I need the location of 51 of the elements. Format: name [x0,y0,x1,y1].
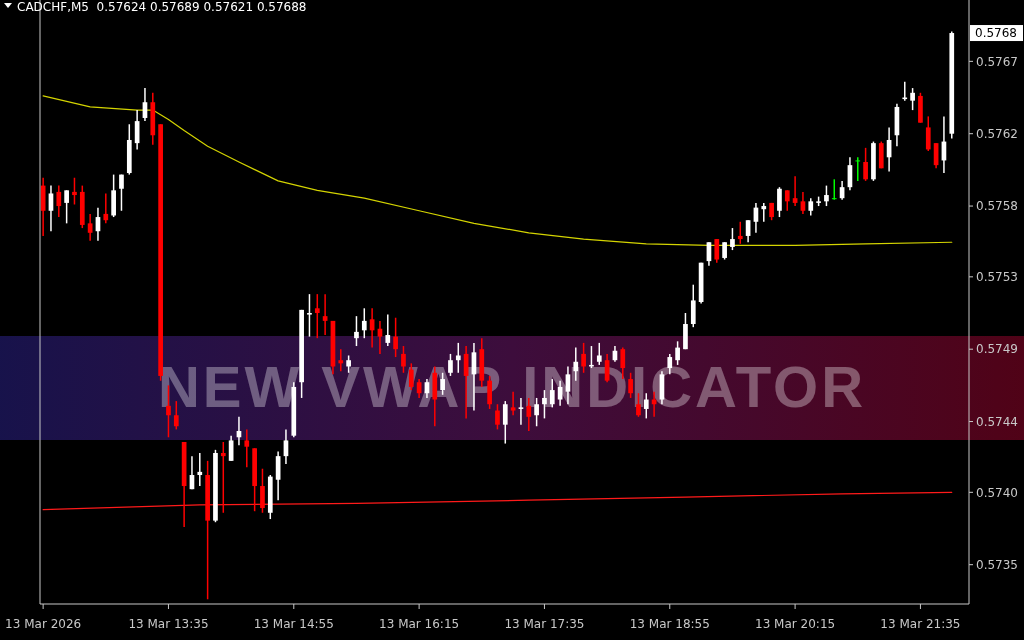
candlestick [197,452,203,487]
candlestick [925,115,931,152]
y-tick-label: 0.5749 [976,342,1018,357]
chart-title: CADCHF,M5 0.57624 0.57689 0.57621 0.57688 [17,0,307,14]
candlestick [393,316,398,358]
x-tick-label: 13 Mar 18:55 [629,617,710,631]
candlestick [314,293,320,339]
x-tick-label: 13 Mar 16:15 [379,617,460,631]
x-tick-label: 13 Mar 21:35 [880,617,961,631]
candlestick [910,87,915,111]
candlestick [385,313,391,347]
candlestick [824,184,829,207]
candlestick [72,176,77,206]
candlestick [761,202,767,223]
y-tick-label: 0.5767 [976,54,1018,69]
candlestick [855,156,861,182]
candlestick [64,189,69,225]
candlestick [777,186,782,218]
candlestick [354,315,359,347]
y-tick-label: 0.5735 [976,557,1018,572]
candlestick [119,173,124,212]
candlestick [690,283,696,328]
y-tick-label: 0.5740 [976,485,1018,500]
y-tick-label: 0.5753 [976,270,1018,285]
y-tick-label: 0.5762 [976,126,1018,141]
y-tick-label: 0.5758 [976,199,1018,214]
x-tick-label: 13 Mar 17:35 [504,617,585,631]
candlestick [361,307,367,339]
candlestick [831,178,837,201]
x-tick-label: 13 Mar 20:15 [755,617,836,631]
y-tick-label: 0.5744 [976,414,1018,429]
x-tick-label: 13 Mar 14:55 [253,617,334,631]
candlestick [730,227,735,251]
candlestick [322,293,328,336]
candlestick [244,428,250,468]
x-tick-label: 13 Mar 13:35 [128,617,209,631]
candlestick [87,213,93,242]
x-tick-label: 13 Mar 2026 [5,617,82,631]
candlestick [792,175,798,207]
candlestick [714,238,720,264]
candlestick [863,147,868,182]
candlestick [737,221,743,245]
candlestick [103,192,109,225]
text: 0.5768 [975,26,1017,41]
candlestick [784,189,790,212]
candlestick [307,293,312,338]
line-series [42,491,953,511]
candlestick [220,441,226,514]
candlestick [800,191,806,215]
candlestick [56,184,62,218]
candlestick [260,467,265,514]
